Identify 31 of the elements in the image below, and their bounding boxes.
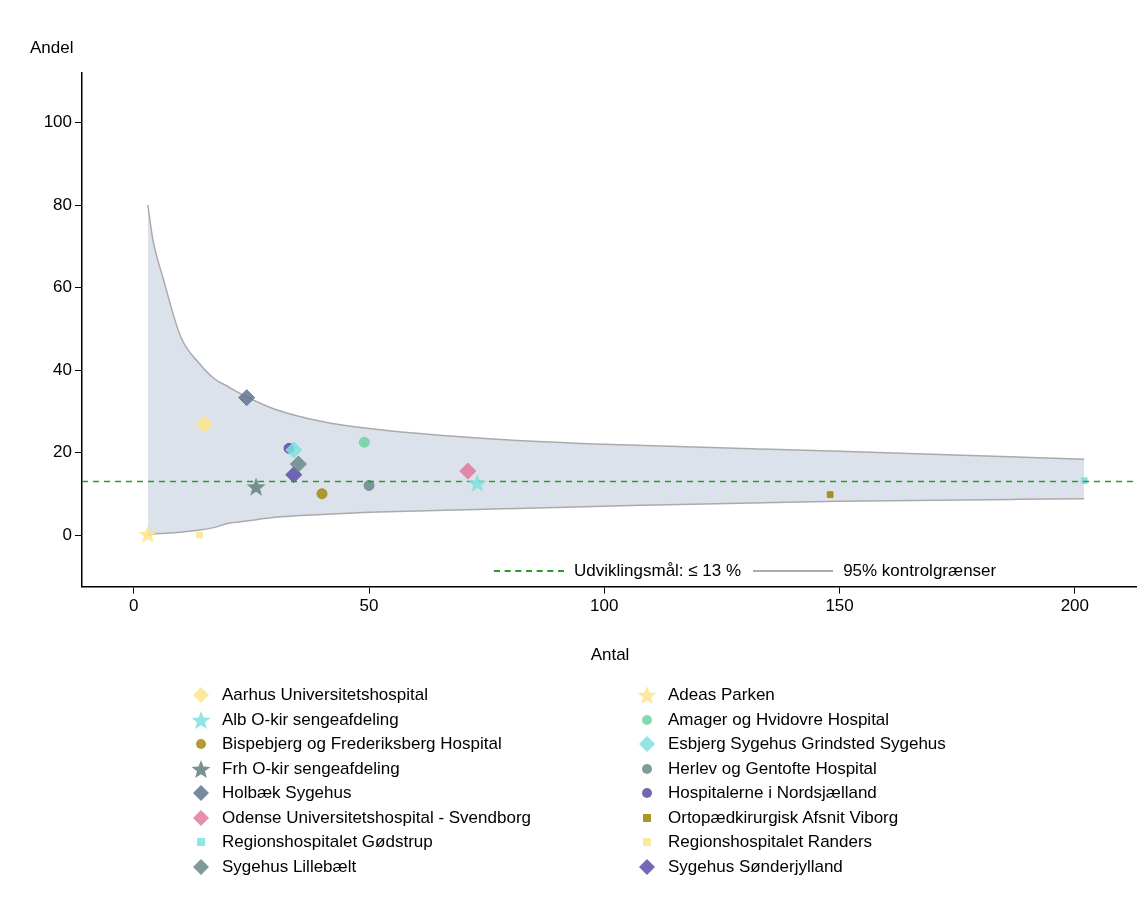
- legend-label: Regionshospitalet Gødstrup: [222, 832, 433, 853]
- legend-label: Aarhus Universitetshospital: [222, 685, 428, 706]
- legend-label: Herlev og Gentofte Hospital: [668, 758, 877, 779]
- y-tick-label: 100: [43, 112, 72, 132]
- legend-label: Udviklingsmål: ≤ 13 %: [574, 561, 742, 582]
- x-axis-title: Antal: [589, 645, 631, 665]
- x-tick-label: 50: [359, 596, 379, 616]
- x-tick-label: 150: [825, 596, 854, 616]
- y-tick-label: 0: [62, 524, 72, 544]
- x-tick-label: 100: [590, 596, 619, 616]
- legend-label: Frh O-kir sengeafdeling: [222, 758, 400, 779]
- legend-label: Regionshospitalet Randers: [668, 832, 873, 853]
- legend-label: Alb O-kir sengeafdeling: [222, 709, 399, 730]
- legend-label: Bispebjerg og Frederiksberg Hospital: [222, 734, 502, 755]
- legend-label: Sygehus Sønderjylland: [668, 856, 843, 877]
- legend-label: Sygehus Lillebælt: [222, 856, 357, 877]
- legend-label: 95% kontrolgrænser: [843, 561, 997, 582]
- legend-label: Adeas Parken: [668, 685, 775, 706]
- y-tick-label: 60: [53, 277, 72, 297]
- legend-label: Odense Universitetshospital - Svendborg: [222, 807, 531, 828]
- legend-label: Holbæk Sygehus: [222, 783, 352, 804]
- legend-label: Ortopædkirurgisk Afsnit Viborg: [668, 807, 899, 828]
- legend-label: Amager og Hvidovre Hospital: [668, 709, 890, 730]
- y-tick-label: 80: [53, 194, 72, 214]
- legend-label: Hospitalerne i Nordsjælland: [668, 783, 877, 804]
- x-tick-label: 0: [129, 596, 139, 616]
- x-tick-label: 200: [1060, 596, 1090, 616]
- y-tick-label: 20: [53, 442, 72, 462]
- y-axis-title: Andel: [30, 38, 74, 58]
- legend-label: Esbjerg Sygehus Grindsted Sygehus: [668, 734, 946, 755]
- y-tick-label: 40: [53, 359, 72, 379]
